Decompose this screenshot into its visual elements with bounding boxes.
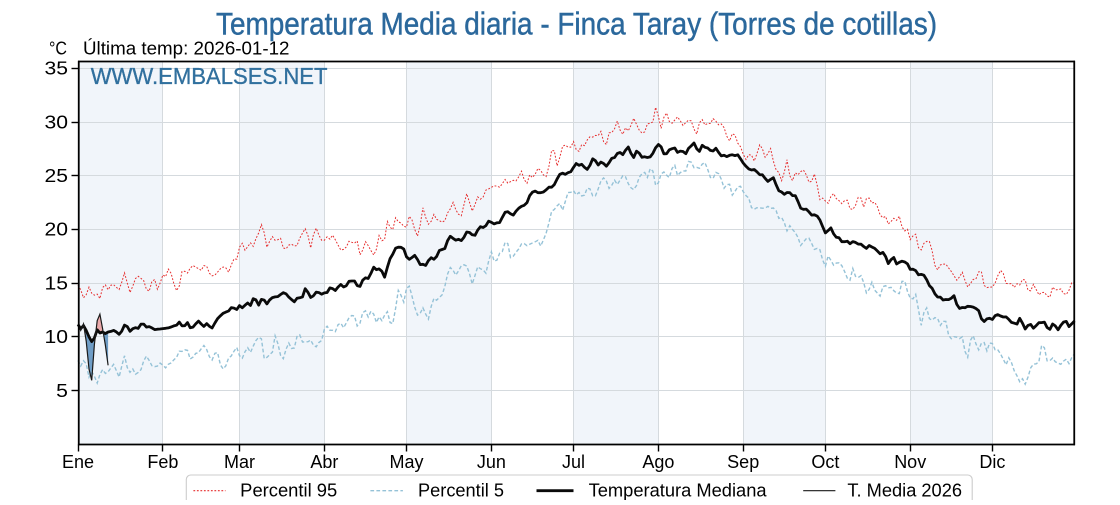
svg-text:°C: °C [49,39,67,59]
svg-text:WWW.EMBALSES.NET: WWW.EMBALSES.NET [91,63,328,89]
svg-text:May: May [389,452,423,472]
svg-text:10: 10 [45,327,69,347]
svg-text:Temperatura Mediana: Temperatura Mediana [589,481,768,500]
svg-text:Temperatura Media diaria - Fin: Temperatura Media diaria - Finca Taray (… [216,6,937,42]
svg-text:35: 35 [45,59,69,79]
svg-text:Percentil 5: Percentil 5 [418,481,504,500]
svg-text:Última temp: 2026-01-12: Última temp: 2026-01-12 [83,38,290,59]
svg-text:Feb: Feb [147,452,178,472]
svg-text:Jun: Jun [477,452,506,472]
svg-text:Oct: Oct [811,452,839,472]
svg-text:Ene: Ene [62,452,94,472]
svg-text:Abr: Abr [310,452,338,472]
svg-text:Nov: Nov [894,452,926,472]
svg-text:Dic: Dic [979,452,1005,472]
svg-text:Mar: Mar [224,452,255,472]
svg-text:Percentil 95: Percentil 95 [240,481,337,500]
svg-text:Sep: Sep [727,452,759,472]
svg-text:5: 5 [56,381,68,401]
svg-text:Jul: Jul [562,452,585,472]
svg-text:20: 20 [45,220,69,240]
svg-text:Ago: Ago [642,452,674,472]
svg-text:25: 25 [45,166,69,186]
svg-text:15: 15 [45,273,69,293]
svg-text:T. Media 2026: T. Media 2026 [847,481,962,500]
svg-text:30: 30 [45,112,69,132]
